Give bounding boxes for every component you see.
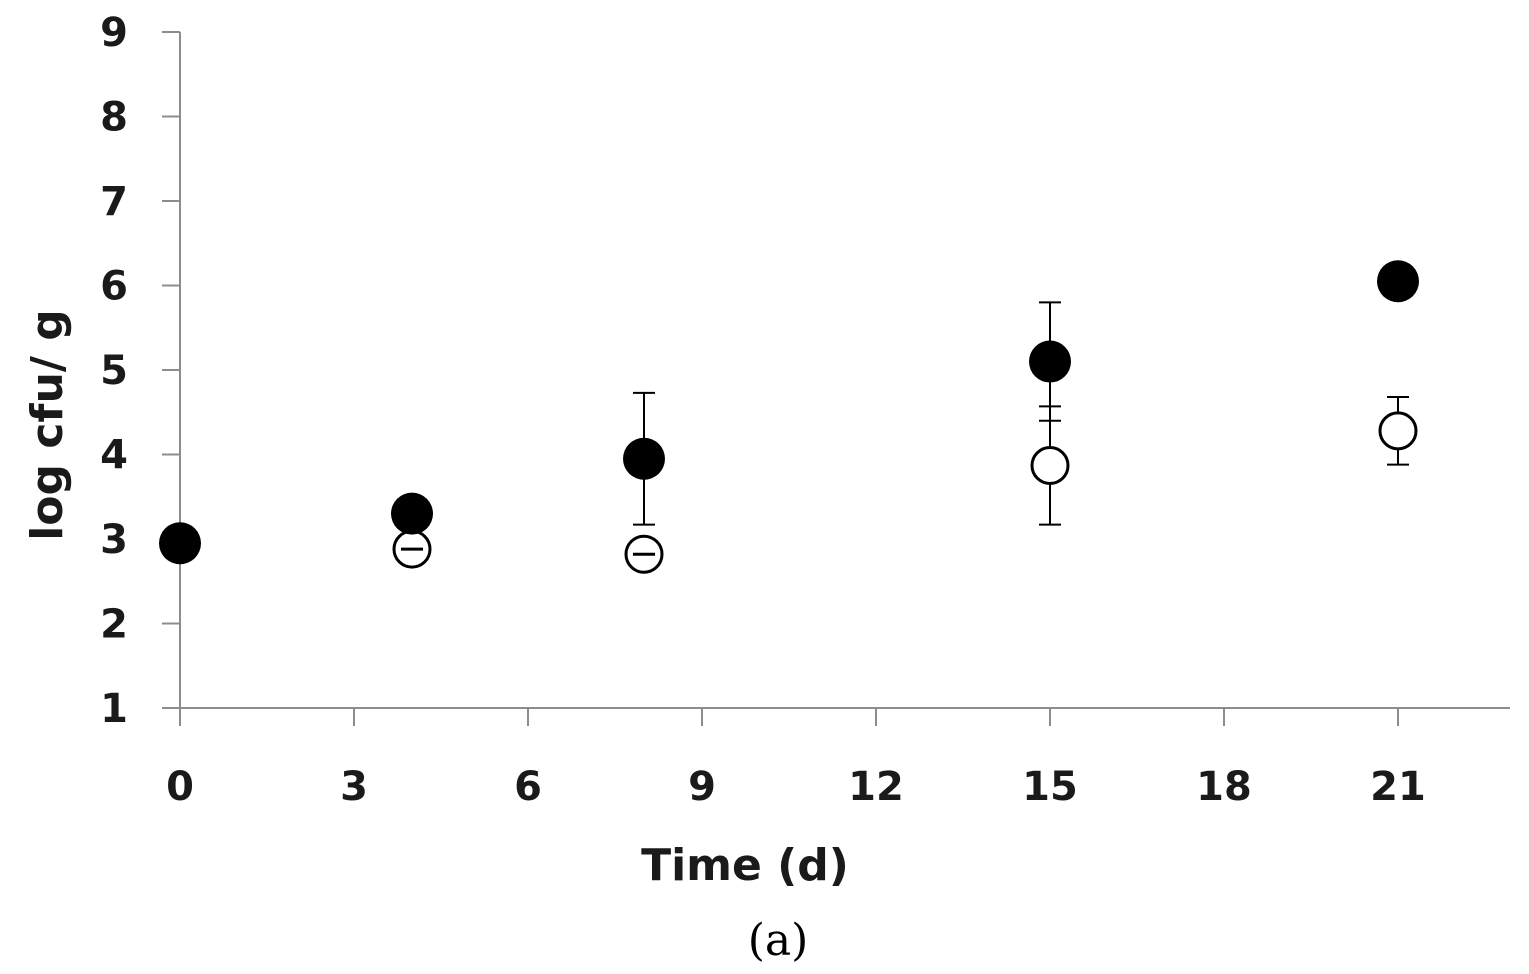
x-tick-label: 0 xyxy=(166,764,194,810)
data-point-open xyxy=(1378,411,1418,451)
x-tick-label: 21 xyxy=(1370,764,1426,810)
y-tick-label: 7 xyxy=(100,179,128,225)
axes xyxy=(162,31,1510,726)
data-point-filled xyxy=(1377,260,1419,303)
data-point-open xyxy=(1030,445,1070,485)
y-tick-label: 3 xyxy=(100,517,128,563)
y-tick-label: 2 xyxy=(100,602,128,648)
y-tick-label: 5 xyxy=(100,348,128,394)
x-tick-label: 15 xyxy=(1022,764,1078,810)
y-tick-label: 1 xyxy=(100,686,128,732)
y-tick-label: 6 xyxy=(100,264,128,310)
y-tick-label: 9 xyxy=(100,10,128,56)
x-tick-label: 18 xyxy=(1196,764,1252,810)
data-point-filled xyxy=(623,437,665,480)
y-axis-label: log cfu/ g xyxy=(22,309,73,541)
data-point-filled xyxy=(391,492,433,535)
x-tick-label: 9 xyxy=(688,764,716,810)
x-axis-label: Time (d) xyxy=(641,840,849,891)
y-tick-label: 8 xyxy=(100,95,128,141)
panel-label: (a) xyxy=(748,915,809,966)
data-point-filled xyxy=(1029,340,1071,383)
x-tick-label: 6 xyxy=(514,764,542,810)
y-tick-label: 4 xyxy=(100,433,128,479)
data-point-filled xyxy=(159,522,201,565)
data-marks xyxy=(159,260,1419,574)
x-tick-label: 12 xyxy=(848,764,904,810)
x-tick-label: 3 xyxy=(340,764,368,810)
